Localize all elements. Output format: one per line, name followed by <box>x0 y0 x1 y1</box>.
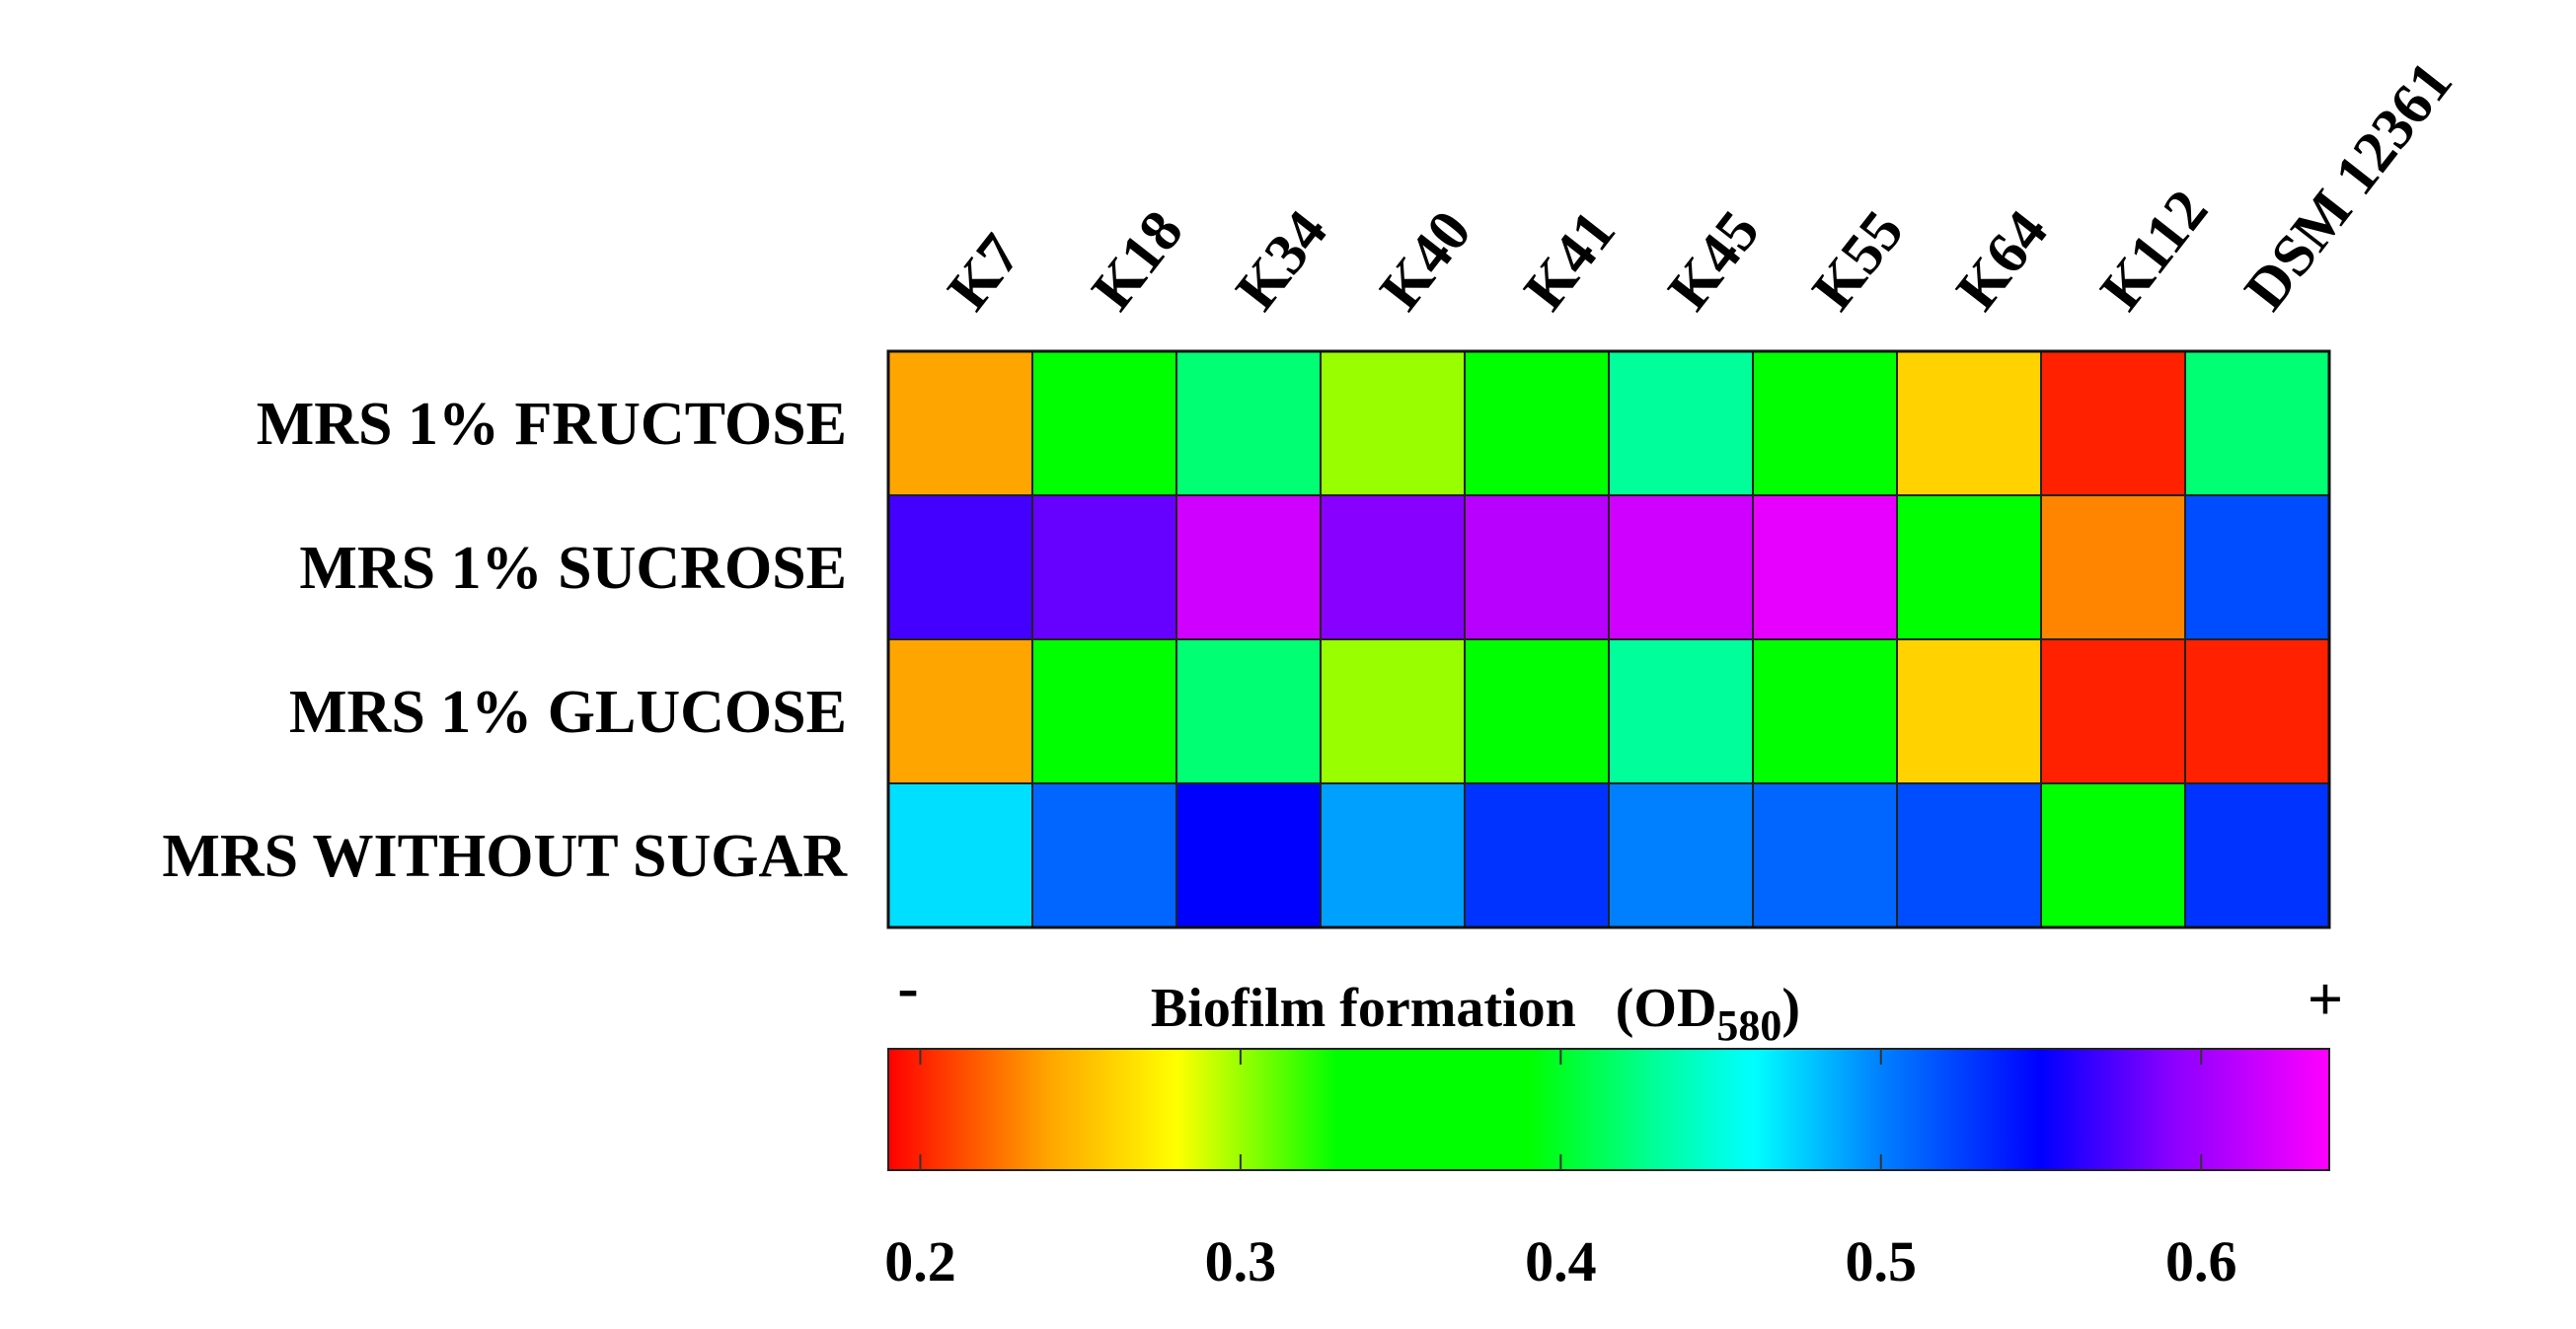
heatmap-cell <box>1320 782 1466 928</box>
heatmap-cell <box>1752 782 1898 928</box>
column-label: K112 <box>2087 178 2220 322</box>
heatmap-cell <box>887 638 1033 784</box>
column-label: K18 <box>1079 198 1195 322</box>
heatmap-cell <box>2040 638 2186 784</box>
colorbar-tick-label: 0.5 <box>1846 1229 1918 1293</box>
heatmap-cell <box>887 782 1033 928</box>
heatmap-cell <box>1031 638 1177 784</box>
heatmap-cell <box>2040 350 2186 496</box>
column-label: K7 <box>935 222 1032 322</box>
column-label: K40 <box>1367 198 1483 322</box>
heatmap-cell <box>2184 350 2330 496</box>
colorbar-tick-label: 0.3 <box>1205 1229 1277 1293</box>
row-label: MRS 1% GLUCOSE <box>289 679 847 746</box>
heatmap-cell <box>1464 638 1610 784</box>
colorbar-title-subscript: 580 <box>1716 1001 1781 1050</box>
heatmap-cell <box>1752 494 1898 640</box>
heatmap-cell <box>1320 638 1466 784</box>
heatmap-cell <box>1175 350 1322 496</box>
heatmap-cell <box>2040 494 2186 640</box>
heatmap-cell <box>1896 494 2042 640</box>
colorbar-title-close: ) <box>1781 978 1800 1039</box>
heatmap-cells <box>886 349 2331 929</box>
column-label: DSM 12361 <box>2232 49 2464 322</box>
heatmap-cell <box>1464 782 1610 928</box>
column-label: K34 <box>1223 198 1339 322</box>
column-label: K55 <box>1799 198 1916 322</box>
heatmap-cell <box>1608 350 1754 496</box>
colorbar-tick-label: 0.4 <box>1525 1229 1597 1293</box>
colorbar-tick-labels: 0.2 0.3 0.4 0.5 0.6 <box>884 1229 2236 1293</box>
colorbar-max-sign: + <box>2308 964 2343 1034</box>
heatmap-cell <box>1175 638 1322 784</box>
heatmap-cell <box>1896 350 2042 496</box>
column-label: K41 <box>1511 198 1628 322</box>
heatmap-cell <box>1320 494 1466 640</box>
colorbar-ticks <box>919 1049 2203 1170</box>
heatmap-cell <box>1608 782 1754 928</box>
column-label: K64 <box>1943 198 2060 322</box>
heatmap-cell <box>2184 638 2330 784</box>
heatmap-cell <box>1608 638 1754 784</box>
heatmap-cell <box>1464 350 1610 496</box>
heatmap-border <box>886 349 2331 929</box>
heatmap-cell <box>1031 494 1177 640</box>
colorbar-gradient-bar <box>887 1048 2330 1171</box>
heatmap-cell <box>1752 638 1898 784</box>
heatmap-cell <box>1464 494 1610 640</box>
heatmap-cell <box>1175 494 1322 640</box>
row-labels: MRS 1% FRUCTOSE MRS 1% SUCROSE MRS 1% GLUC… <box>162 391 848 890</box>
column-label: K45 <box>1655 198 1772 322</box>
colorbar-title-open: (OD <box>1616 978 1717 1039</box>
heatmap-cell <box>1608 494 1754 640</box>
heatmap-cell <box>887 494 1033 640</box>
heatmap-cell <box>1752 350 1898 496</box>
heatmap-cell <box>2184 782 2330 928</box>
row-label: MRS 1% FRUCTOSE <box>257 391 847 458</box>
colorbar-title: Biofilm formation (OD580) <box>1151 978 1800 1050</box>
colorbar-min-sign: - <box>897 952 918 1022</box>
heatmap-cell <box>1896 782 2042 928</box>
heatmap-cell <box>1175 782 1322 928</box>
heatmap-cell <box>1031 782 1177 928</box>
heatmap-cell <box>2184 494 2330 640</box>
heatmap-cell <box>2040 782 2186 928</box>
row-label: MRS 1% SUCROSE <box>299 535 847 602</box>
row-label: MRS WITHOUT SUGAR <box>162 823 848 890</box>
heatmap-cell <box>887 350 1033 496</box>
colorbar-tick-label: 0.2 <box>884 1229 956 1293</box>
heatmap-cell <box>1896 638 2042 784</box>
heatmap-cell <box>1031 350 1177 496</box>
colorbar-title-main: Biofilm formation <box>1151 978 1576 1039</box>
colorbar-tick-label: 0.6 <box>2165 1229 2237 1293</box>
column-labels: K7 K18 K34 K40 K41 K45 K55 K64 K112 DSM 12361 <box>935 49 2464 322</box>
colorbar: - Biofilm formation (OD580) + 0.2 0.3 0.4 0… <box>884 952 2343 1293</box>
heatmap-cell <box>1320 350 1466 496</box>
